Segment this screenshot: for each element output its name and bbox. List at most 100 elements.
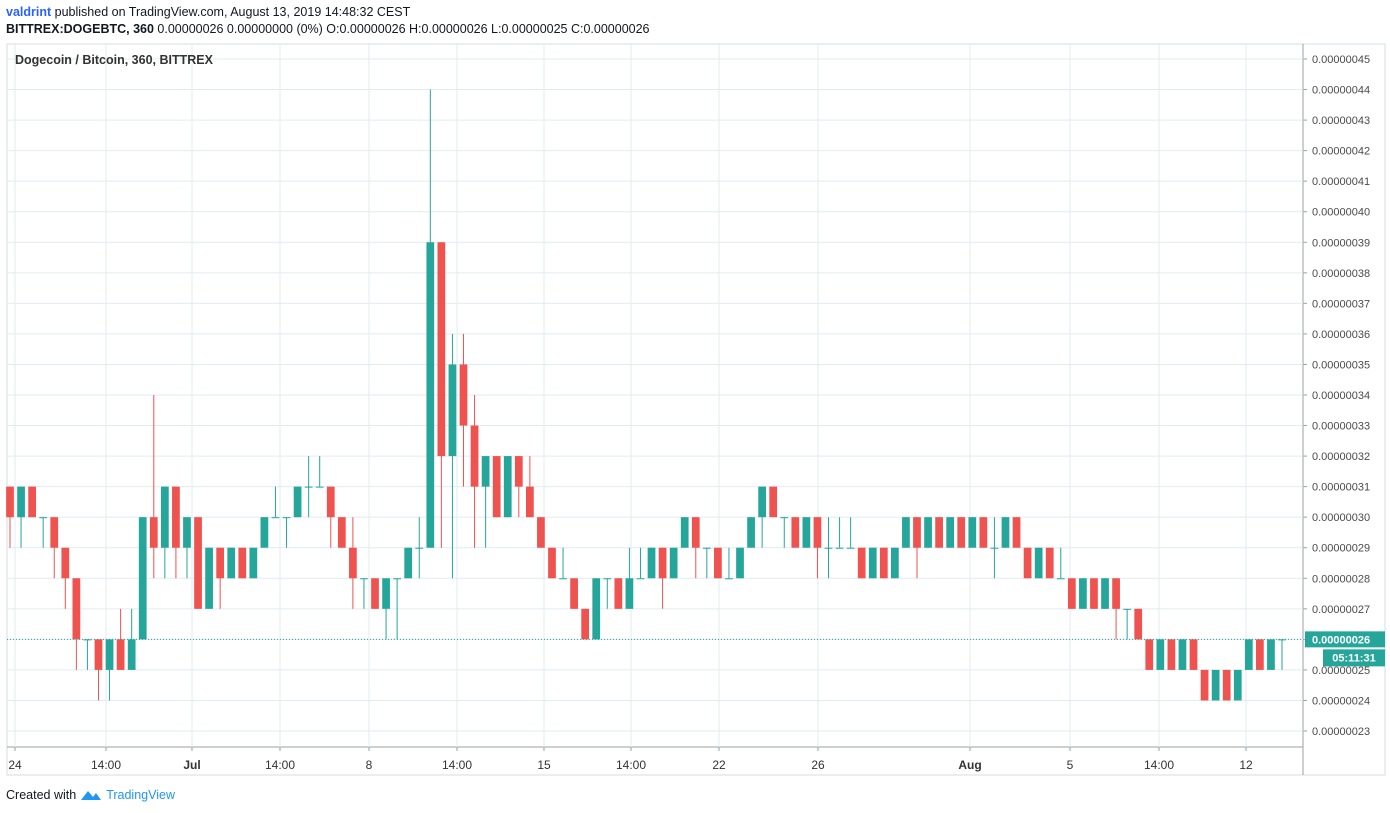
candle-body bbox=[725, 578, 733, 580]
candle bbox=[879, 547, 888, 579]
candle bbox=[1189, 639, 1198, 670]
x-tick-label: 24 bbox=[8, 758, 22, 772]
candle-body bbox=[448, 364, 457, 457]
candle-body bbox=[1123, 608, 1132, 610]
candle bbox=[481, 456, 490, 548]
candle-body bbox=[879, 547, 888, 579]
candle-body bbox=[736, 547, 744, 579]
candle-body bbox=[1222, 669, 1231, 701]
countdown-badge bbox=[1323, 649, 1385, 667]
candle bbox=[437, 242, 446, 548]
candle bbox=[592, 578, 601, 640]
candle bbox=[127, 608, 136, 670]
y-tick-label: 0.00000035 bbox=[1312, 359, 1370, 371]
candle bbox=[503, 456, 512, 518]
candle bbox=[1090, 578, 1098, 609]
candle bbox=[924, 517, 932, 548]
candle-body bbox=[1233, 669, 1242, 701]
candle-body bbox=[160, 486, 169, 548]
x-tick-label: Aug bbox=[958, 758, 981, 772]
y-tick-label: 0.00000027 bbox=[1312, 604, 1370, 616]
candle bbox=[271, 486, 280, 519]
candle bbox=[1244, 639, 1253, 670]
candle-body bbox=[1256, 639, 1264, 670]
candle bbox=[315, 456, 324, 488]
candle bbox=[1023, 547, 1032, 579]
candle-body bbox=[747, 517, 755, 548]
candle-body bbox=[61, 547, 70, 579]
candle-body bbox=[1189, 639, 1198, 670]
candle bbox=[902, 517, 910, 548]
tradingview-logo-icon bbox=[81, 791, 102, 800]
candle-body bbox=[1079, 578, 1087, 609]
candle bbox=[968, 517, 977, 548]
candle-body bbox=[1056, 578, 1065, 580]
candle-body bbox=[669, 547, 678, 579]
candle-body bbox=[1145, 639, 1154, 670]
candle bbox=[349, 517, 357, 609]
candle bbox=[736, 547, 744, 579]
x-tick-label: 5 bbox=[1067, 758, 1074, 772]
candle-body bbox=[1167, 639, 1176, 670]
candle-body bbox=[935, 517, 943, 548]
tradingview-brand-link[interactable]: TradingView bbox=[106, 788, 175, 802]
candle-body bbox=[1101, 578, 1109, 609]
candle-body bbox=[537, 517, 545, 548]
candle-body bbox=[758, 486, 767, 518]
candle bbox=[979, 517, 988, 548]
symbol-info: BITTREX:DOGEBTC, 360 0.00000026 0.000000… bbox=[6, 22, 650, 36]
candle-body bbox=[636, 578, 645, 580]
candle bbox=[426, 89, 435, 548]
candle-body bbox=[349, 547, 357, 579]
candle-body bbox=[902, 517, 910, 548]
symbol-label: BITTREX:DOGEBTC, 360 bbox=[6, 22, 154, 36]
candle-body bbox=[1012, 517, 1021, 548]
candle bbox=[691, 517, 700, 579]
y-tick-label: 0.00000039 bbox=[1312, 237, 1370, 249]
x-tick-label: 14:00 bbox=[442, 758, 472, 772]
candle bbox=[769, 486, 778, 518]
y-tick-label: 0.00000038 bbox=[1312, 268, 1370, 280]
candle-body bbox=[205, 547, 213, 609]
candle-body bbox=[1267, 639, 1275, 670]
candle-body bbox=[780, 517, 789, 519]
candle-body bbox=[194, 517, 202, 609]
author-link[interactable]: valdrint bbox=[6, 5, 52, 19]
candle-body bbox=[680, 517, 689, 548]
candle-body bbox=[260, 517, 269, 548]
candle-body bbox=[1244, 639, 1253, 670]
candle bbox=[1178, 639, 1187, 670]
y-tick-label: 0.00000025 bbox=[1312, 665, 1370, 677]
y-tick-label: 0.00000036 bbox=[1312, 329, 1370, 341]
candle bbox=[680, 517, 689, 548]
candle bbox=[603, 578, 612, 609]
candle bbox=[1256, 639, 1264, 670]
candle bbox=[1079, 578, 1087, 609]
candle-body bbox=[913, 517, 921, 548]
candle-body bbox=[1178, 639, 1187, 670]
candle bbox=[227, 547, 236, 579]
candle bbox=[238, 547, 247, 579]
candle-body bbox=[492, 456, 501, 518]
candle bbox=[83, 639, 92, 670]
candle bbox=[525, 456, 534, 518]
candle-body bbox=[94, 639, 103, 670]
x-tick-label: 14:00 bbox=[91, 758, 121, 772]
y-tick-label: 0.00000033 bbox=[1312, 421, 1370, 433]
candle-body bbox=[714, 547, 722, 579]
candle-body bbox=[326, 486, 335, 518]
y-tick-label: 0.00000028 bbox=[1312, 573, 1370, 585]
candle-body bbox=[835, 547, 844, 549]
candle bbox=[1222, 669, 1231, 701]
candle bbox=[868, 547, 877, 579]
candle bbox=[780, 517, 789, 548]
ohlc-values: 0.00000026 0.00000000 (0%) O:0.00000026 … bbox=[157, 22, 650, 36]
candle bbox=[625, 547, 634, 609]
candle bbox=[1034, 547, 1043, 579]
candle-body bbox=[802, 517, 811, 548]
candle-body bbox=[559, 578, 567, 580]
candle-body bbox=[315, 486, 324, 488]
candle-body bbox=[625, 578, 634, 609]
candle-body bbox=[846, 547, 855, 549]
